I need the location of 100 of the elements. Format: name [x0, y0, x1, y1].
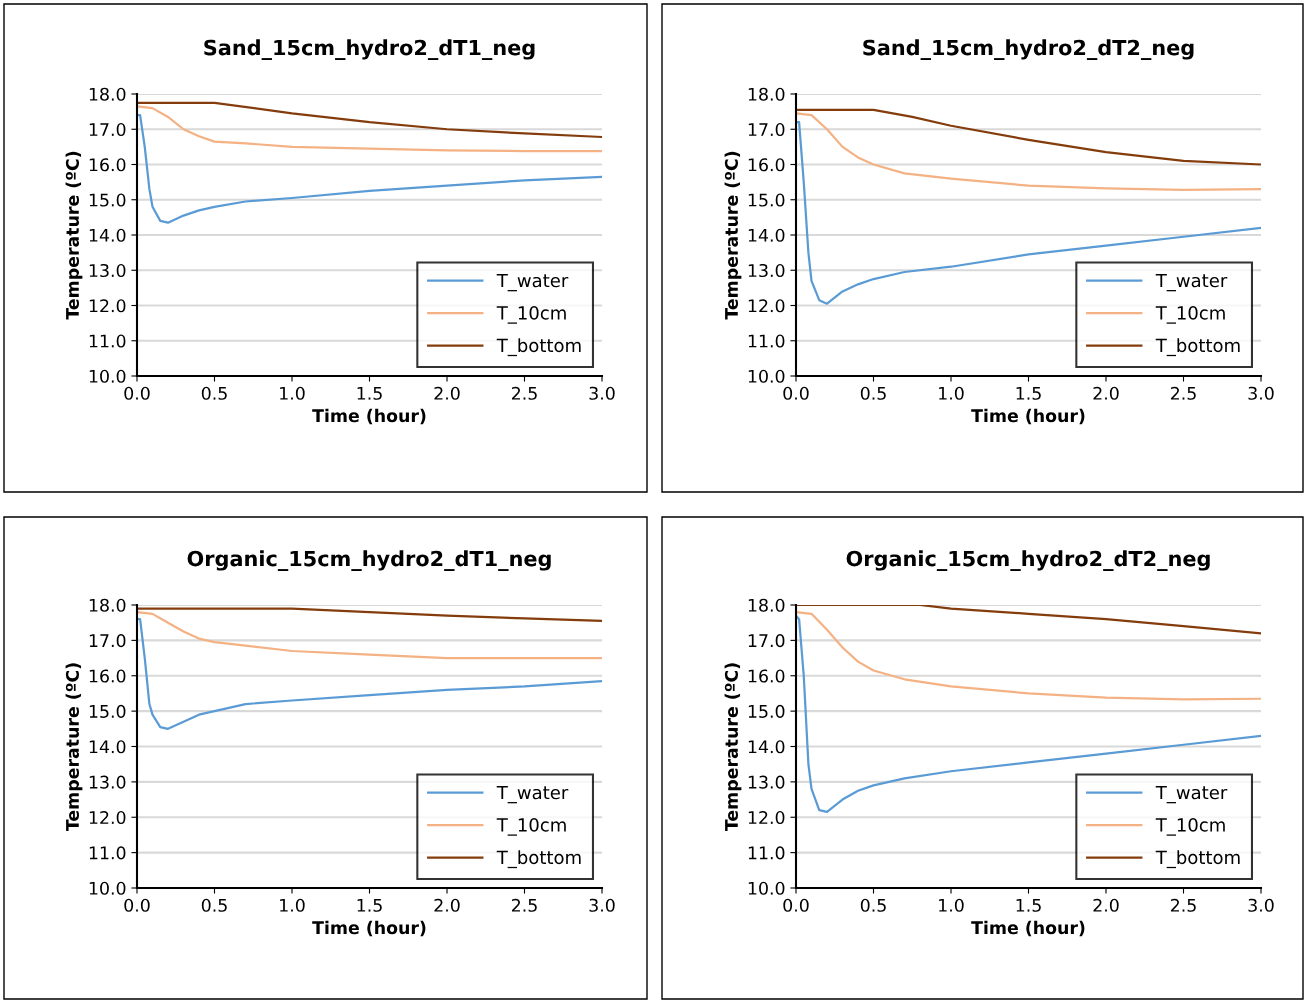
line-series: [796, 605, 1261, 635]
y-tick-label: 11.0: [89, 334, 126, 348]
legend-label: T_10cm: [496, 306, 566, 324]
legend-label: T_bottom: [496, 338, 581, 357]
y-tick-label: 16.0: [748, 669, 785, 683]
y-tick-label: 16.0: [89, 669, 126, 683]
x-tick-label: 0.5: [201, 898, 227, 912]
y-tick-label: 12.0: [748, 810, 785, 825]
legend-label: T_10cm: [1155, 818, 1225, 836]
y-tick-label: 12.0: [89, 810, 126, 825]
x-tick-label: 1.5: [357, 386, 382, 400]
y-tick-label: 13.0: [748, 775, 785, 789]
x-tick-label: 0.0: [124, 386, 150, 400]
x-tick-label: 0.0: [124, 898, 150, 912]
x-tick-label: 0.0: [783, 386, 809, 400]
y-tick-label: 10.0: [748, 881, 785, 895]
y-tick-label: 15.0: [89, 704, 126, 718]
y-tick-label: 12.0: [89, 299, 126, 313]
y-axis-title: Temperature (ºC): [65, 663, 83, 832]
x-tick-label: 1.0: [939, 386, 964, 400]
y-tick-label: 15.0: [748, 193, 785, 207]
x-tick-label: 0.5: [201, 386, 227, 400]
line-series: [796, 614, 1261, 814]
x-tick-label: 3.0: [1248, 898, 1274, 912]
y-tick-label: 14.0: [89, 228, 126, 242]
y-tick-label: 17.0: [748, 122, 785, 137]
legend-label: T_bottom: [1155, 338, 1240, 357]
legend-label: T_water: [1155, 785, 1228, 804]
x-tick-label: 3.0: [589, 386, 615, 400]
x-tick-label: 1.5: [1016, 386, 1041, 400]
x-tick-label: 2.5: [511, 386, 537, 400]
y-tick-label: 10.0: [89, 369, 126, 383]
y-tick-label: 15.0: [89, 193, 126, 207]
x-tick-label: 2.5: [1170, 386, 1196, 400]
y-tick-label: 18.0: [89, 598, 126, 612]
y-tick-label: 17.0: [89, 634, 126, 648]
x-tick-label: 2.0: [1093, 386, 1119, 400]
x-tick-label: 2.5: [511, 898, 537, 912]
y-tick-label: 17.0: [748, 634, 785, 648]
y-tick-label: 11.0: [748, 846, 785, 860]
line-series: [137, 618, 602, 730]
line-series: [796, 121, 1261, 305]
y-axis-title: Temperature (ºC): [724, 663, 742, 832]
x-tick-label: 2.0: [1093, 898, 1119, 912]
x-axis-title: Time (hour): [312, 408, 426, 425]
x-tick-label: 1.0: [939, 898, 964, 912]
legend-label: T_bottom: [496, 850, 581, 869]
x-tick-label: 1.0: [280, 898, 305, 912]
y-tick-label: 14.0: [748, 740, 785, 754]
x-axis-title: Time (hour): [312, 920, 426, 937]
legend-label: T_water: [1155, 273, 1228, 292]
line-series: [796, 610, 1261, 701]
y-tick-label: 14.0: [748, 228, 785, 242]
chart-title: Organic_15cm_hydro2_dT2_neg: [846, 550, 1210, 572]
y-tick-label: 18.0: [748, 598, 785, 612]
x-axis-title: Time (hour): [971, 408, 1085, 425]
x-tick-label: 1.5: [1016, 898, 1041, 912]
chart-title: Organic_15cm_hydro2_dT1_neg: [187, 550, 551, 572]
legend-label: T_10cm: [1155, 306, 1225, 324]
legend-label: T_bottom: [1155, 850, 1240, 869]
y-tick-label: 14.0: [89, 740, 126, 754]
y-tick-label: 13.0: [748, 263, 785, 278]
y-axis-title: Temperature (ºC): [724, 151, 742, 320]
y-tick-label: 13.0: [89, 263, 126, 278]
x-tick-label: 2.5: [1170, 898, 1196, 912]
x-tick-label: 0.0: [783, 898, 809, 912]
line-series: [137, 607, 602, 623]
y-tick-label: 18.0: [748, 87, 785, 101]
line-series: [137, 105, 602, 153]
x-tick-label: 2.0: [434, 898, 460, 912]
y-axis-title: Temperature (ºC): [65, 151, 83, 320]
y-tick-label: 10.0: [89, 881, 126, 895]
y-tick-label: 11.0: [748, 334, 785, 348]
y-tick-label: 10.0: [748, 369, 785, 383]
y-tick-label: 13.0: [89, 775, 126, 789]
y-tick-label: 12.0: [748, 299, 785, 313]
line-series: [796, 112, 1261, 191]
chart-title: Sand_15cm_hydro2_dT2_neg: [863, 39, 1194, 61]
x-tick-label: 3.0: [589, 898, 615, 912]
y-tick-label: 18.0: [89, 87, 126, 101]
line-series: [137, 114, 602, 224]
x-tick-label: 2.0: [434, 386, 460, 400]
line-series: [796, 108, 1261, 166]
x-tick-label: 0.5: [860, 898, 886, 912]
y-tick-label: 11.0: [89, 846, 126, 860]
x-tick-label: 1.5: [357, 898, 382, 912]
legend-label: T_water: [496, 273, 569, 292]
y-tick-label: 15.0: [748, 704, 785, 718]
line-series: [137, 101, 602, 139]
legend-label: T_10cm: [496, 818, 566, 836]
line-series: [137, 610, 602, 660]
legend-label: T_water: [496, 785, 569, 804]
y-tick-label: 16.0: [748, 158, 785, 172]
x-tick-label: 1.0: [280, 386, 305, 400]
chart-title: Sand_15cm_hydro2_dT1_neg: [204, 39, 535, 61]
x-axis-title: Time (hour): [971, 920, 1085, 937]
y-tick-label: 16.0: [89, 158, 126, 172]
y-tick-label: 17.0: [89, 122, 126, 137]
x-tick-label: 0.5: [860, 386, 886, 400]
x-tick-label: 3.0: [1248, 386, 1274, 400]
